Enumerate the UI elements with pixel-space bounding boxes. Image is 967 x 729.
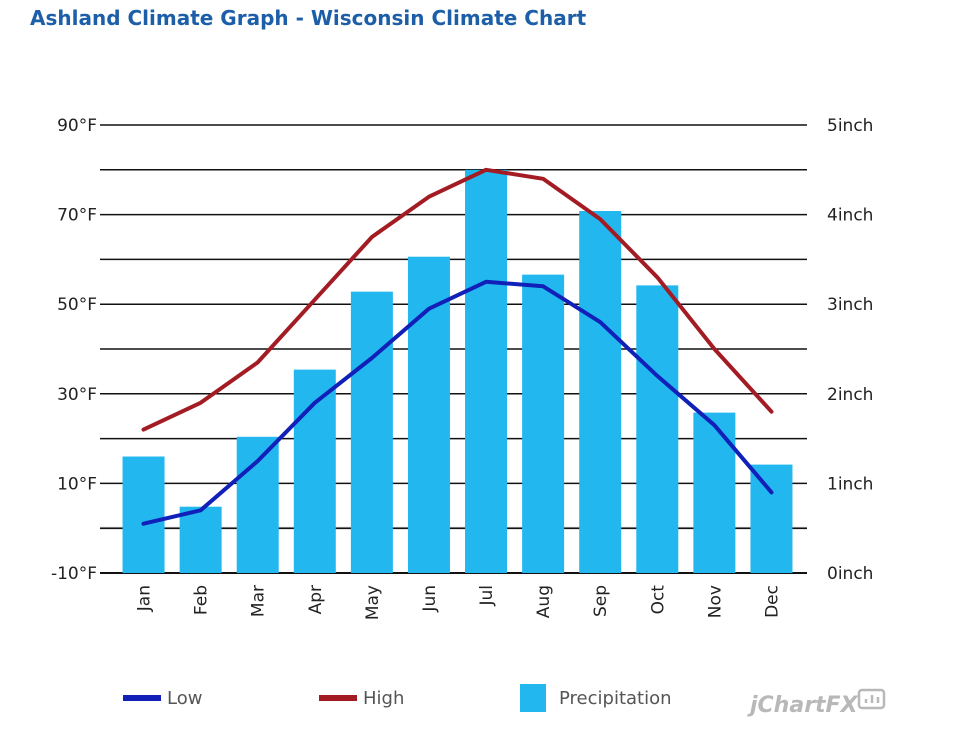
right-axis-tick-label: 0inch bbox=[827, 564, 873, 584]
right-axis-tick-label: 3inch bbox=[827, 295, 873, 315]
x-axis-tick-label: Jul bbox=[477, 585, 497, 607]
x-axis-ticks: Jan Feb Mar Apr May Jun Jul Aug Sep Oct Nov Dec bbox=[135, 585, 783, 620]
precipitation-bar-may bbox=[350, 291, 393, 573]
legend-low-label: Low bbox=[167, 688, 202, 709]
x-axis-tick-label: Feb bbox=[192, 585, 212, 615]
precipitation-bar-jun bbox=[407, 256, 450, 573]
precipitation-bar-dec bbox=[750, 464, 793, 573]
right-axis-ticks: 5inch 4inch 3inch 2inch 1inch 0inch bbox=[827, 116, 873, 584]
right-axis-tick-label: 2inch bbox=[827, 385, 873, 405]
right-axis-tick-label: 4inch bbox=[827, 206, 873, 226]
x-axis-tick-label: Jan bbox=[135, 585, 155, 612]
left-axis-tick-label: 50°F bbox=[57, 295, 97, 315]
legend-low-swatch bbox=[123, 695, 161, 701]
x-axis-tick-label: Nov bbox=[705, 585, 725, 618]
precipitation-bar-feb bbox=[179, 506, 222, 573]
x-axis-tick-label: Apr bbox=[306, 585, 326, 614]
precipitation-bar-mar bbox=[236, 436, 279, 573]
legend-precipitation-swatch bbox=[520, 684, 546, 712]
right-axis-tick-label: 5inch bbox=[827, 116, 873, 136]
temperature-lines bbox=[141, 167, 774, 526]
precipitation-bar-nov bbox=[693, 412, 736, 573]
x-axis-tick-label: Mar bbox=[249, 585, 269, 617]
jchartfx-logo-icon bbox=[857, 688, 886, 710]
left-axis-ticks: 90°F 70°F 50°F 30°F 10°F -10°F bbox=[51, 116, 97, 584]
precipitation-bar-oct bbox=[636, 285, 679, 573]
jchartfx-logo: jChartFX bbox=[747, 693, 859, 718]
x-axis-tick-label: Oct bbox=[648, 585, 668, 615]
x-axis-tick-label: Jun bbox=[420, 585, 440, 613]
precipitation-bar-jan bbox=[122, 456, 165, 573]
left-axis-tick-label: 30°F bbox=[57, 385, 97, 405]
legend-precipitation-label: Precipitation bbox=[559, 688, 672, 709]
precipitation-bar-sep bbox=[579, 211, 622, 574]
left-axis-tick-label: 70°F bbox=[57, 206, 97, 226]
legend: Low High Precipitation bbox=[123, 684, 672, 712]
x-axis-tick-label: May bbox=[363, 585, 383, 620]
precipitation-bar-aug bbox=[522, 274, 565, 573]
x-axis-tick-label: Dec bbox=[762, 585, 782, 618]
chart-title: Ashland Climate Graph - Wisconsin Climat… bbox=[30, 6, 587, 30]
legend-high-label: High bbox=[363, 688, 404, 709]
precipitation-bars bbox=[122, 169, 793, 574]
x-axis-tick-label: Sep bbox=[591, 585, 611, 617]
x-axis-tick-label: Aug bbox=[534, 585, 554, 618]
legend-high-swatch bbox=[319, 695, 357, 701]
left-axis-tick-label: 90°F bbox=[57, 116, 97, 136]
left-axis-tick-label: -10°F bbox=[51, 564, 97, 584]
high-temperature-line bbox=[141, 167, 774, 432]
low-temperature-line bbox=[141, 279, 774, 526]
left-axis-tick-label: 10°F bbox=[57, 474, 97, 494]
precipitation-bar-apr bbox=[293, 369, 336, 573]
right-axis-tick-label: 1inch bbox=[827, 474, 873, 494]
precipitation-bar-jul bbox=[465, 169, 508, 574]
